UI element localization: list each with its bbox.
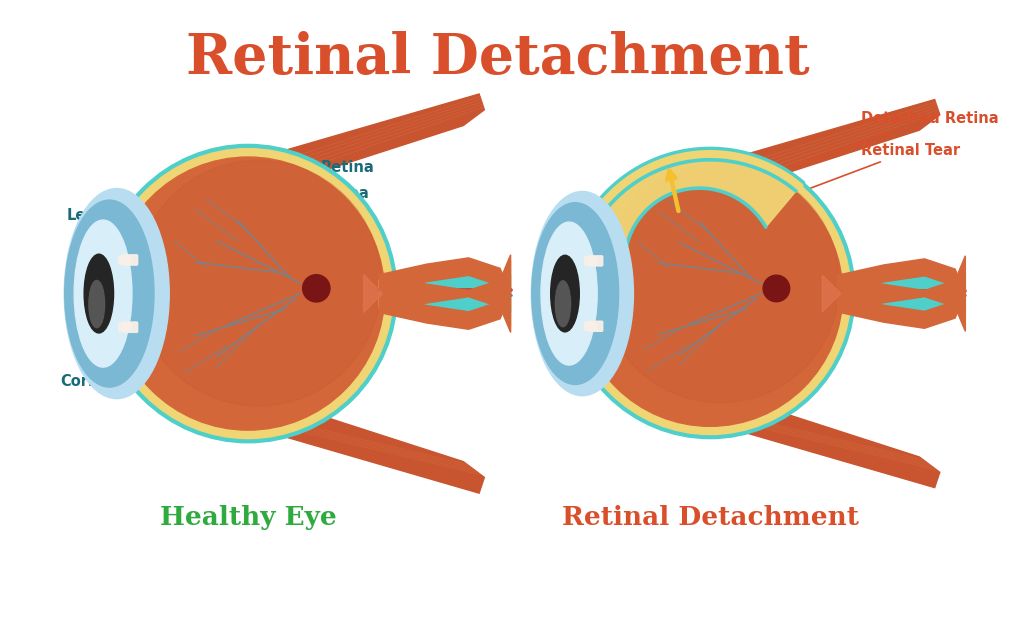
- Polygon shape: [598, 99, 940, 224]
- Ellipse shape: [531, 192, 634, 396]
- Circle shape: [112, 157, 385, 430]
- Text: Fovea: Fovea: [321, 186, 370, 204]
- Polygon shape: [838, 275, 966, 312]
- Text: Cornea: Cornea: [60, 349, 119, 389]
- Ellipse shape: [84, 254, 114, 333]
- Polygon shape: [838, 262, 966, 325]
- Ellipse shape: [551, 255, 580, 332]
- Polygon shape: [838, 259, 966, 328]
- Polygon shape: [838, 256, 966, 332]
- Polygon shape: [379, 258, 511, 329]
- Polygon shape: [379, 255, 511, 332]
- Circle shape: [565, 149, 855, 438]
- Polygon shape: [822, 275, 841, 312]
- FancyBboxPatch shape: [585, 322, 597, 330]
- Circle shape: [99, 144, 397, 443]
- Circle shape: [763, 275, 790, 301]
- Polygon shape: [598, 363, 940, 487]
- Polygon shape: [379, 274, 511, 313]
- Text: Retinal Tear: Retinal Tear: [764, 143, 959, 206]
- Polygon shape: [364, 274, 383, 313]
- FancyBboxPatch shape: [119, 256, 131, 264]
- Text: Cornea: Cornea: [556, 347, 614, 389]
- FancyBboxPatch shape: [589, 256, 603, 266]
- Text: Detached Retina: Detached Retina: [769, 111, 998, 175]
- Circle shape: [601, 164, 840, 403]
- Text: Healthy Eye: Healthy Eye: [160, 505, 337, 530]
- Circle shape: [103, 149, 393, 438]
- FancyBboxPatch shape: [123, 255, 137, 265]
- Circle shape: [578, 161, 843, 426]
- Ellipse shape: [541, 222, 597, 365]
- Circle shape: [135, 160, 381, 406]
- Text: Lens: Lens: [562, 208, 601, 276]
- Ellipse shape: [89, 281, 104, 328]
- Polygon shape: [379, 261, 511, 326]
- Text: Retinal Detachment: Retinal Detachment: [186, 31, 810, 86]
- Polygon shape: [132, 94, 484, 222]
- Text: Lens: Lens: [67, 208, 104, 275]
- FancyBboxPatch shape: [119, 323, 131, 332]
- FancyBboxPatch shape: [589, 321, 603, 332]
- Ellipse shape: [65, 200, 154, 387]
- Polygon shape: [132, 365, 484, 493]
- Ellipse shape: [74, 220, 132, 367]
- Ellipse shape: [65, 188, 169, 399]
- FancyBboxPatch shape: [123, 322, 137, 332]
- Ellipse shape: [555, 281, 570, 327]
- Ellipse shape: [531, 203, 618, 384]
- Text: Retinal Detachment: Retinal Detachment: [561, 505, 858, 530]
- Circle shape: [303, 274, 330, 302]
- Circle shape: [569, 153, 851, 435]
- Text: Retina: Retina: [321, 160, 375, 178]
- Text: Retina: Retina: [784, 267, 925, 288]
- FancyBboxPatch shape: [585, 257, 597, 265]
- Polygon shape: [571, 151, 801, 276]
